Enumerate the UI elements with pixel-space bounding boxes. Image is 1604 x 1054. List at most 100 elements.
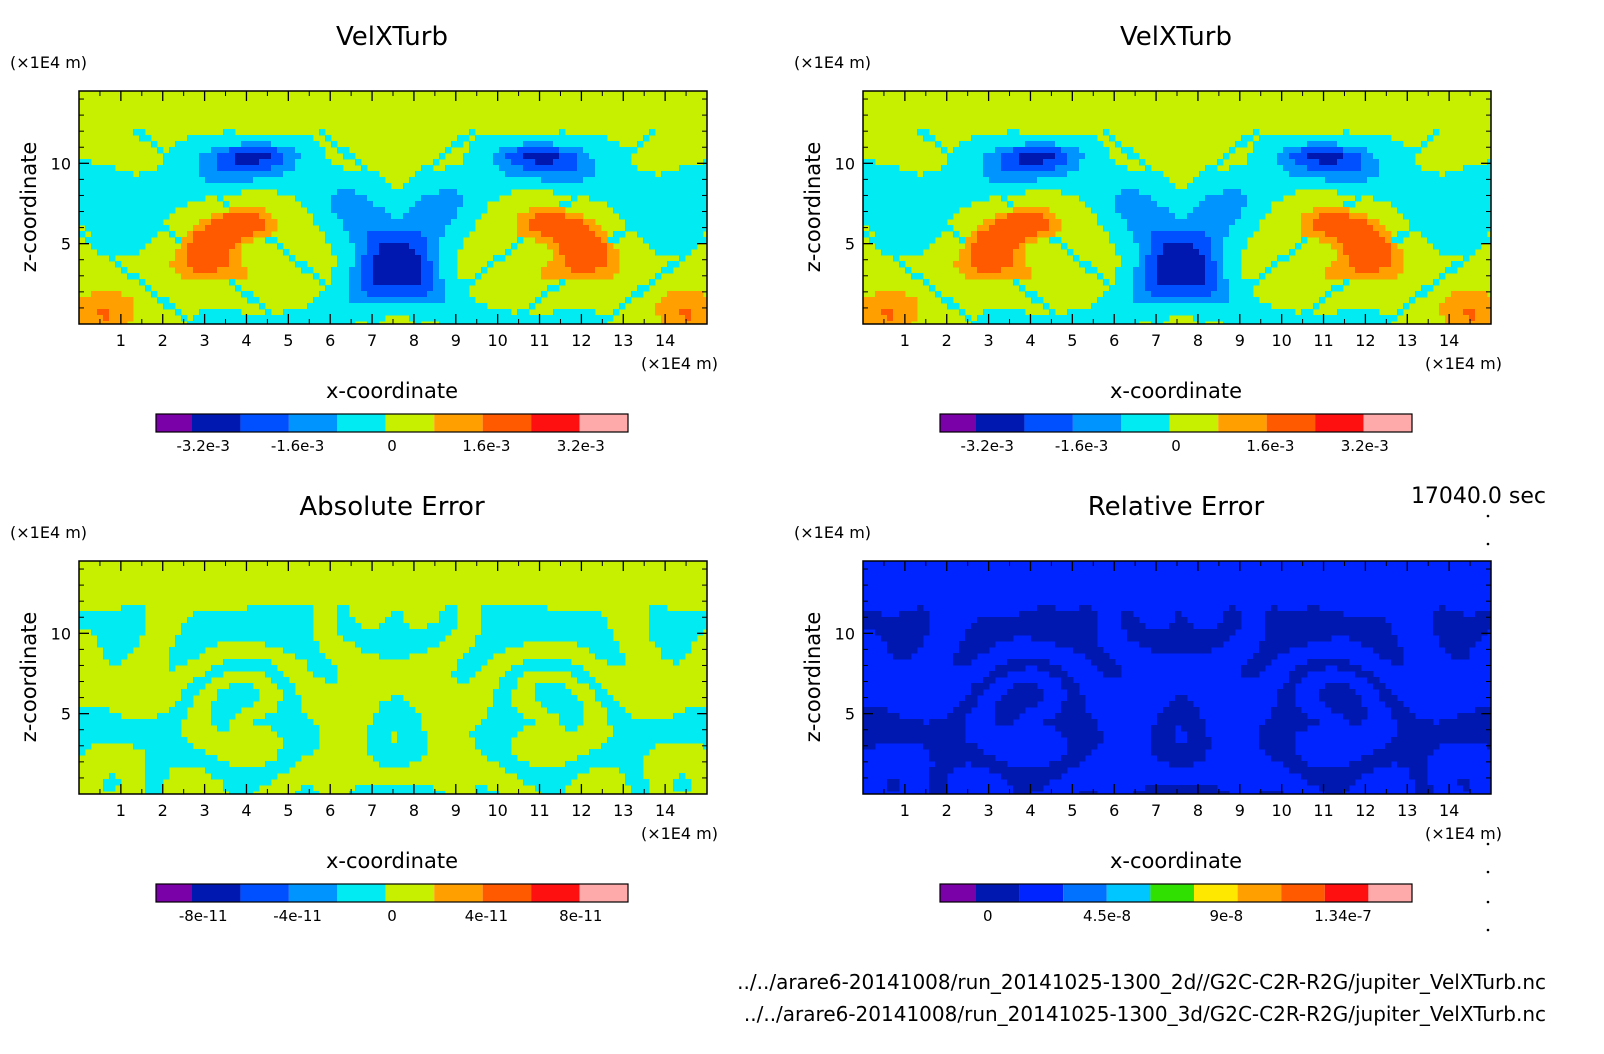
field-cell [1259,171,1266,178]
chart-title: VelXTurb [336,22,448,52]
field-cell [1313,225,1320,232]
field-cell [343,291,350,298]
field-cell [421,297,428,304]
field-cell [1133,273,1140,280]
field-cell [193,255,200,262]
field-cell [1487,177,1491,184]
field-cell [571,225,578,232]
field-cell [679,219,686,226]
x-tick-label: 3 [984,331,994,350]
field-cell [415,267,422,274]
field-cell [655,629,662,636]
field-cell [1199,219,1206,226]
field-cell [1223,267,1230,274]
field-cell [1451,189,1458,196]
field-cell [289,183,296,190]
field-cell [1241,219,1248,226]
field-cell [1001,159,1008,166]
field-cell [863,321,870,324]
field-cell [625,201,632,208]
field-cell [893,291,900,298]
field-cell [869,321,876,324]
field-cell [451,207,458,214]
field-cell [229,207,236,214]
field-cell [421,189,428,196]
field-cell [1115,189,1122,196]
field-cell [295,189,302,196]
field-cell [109,201,116,208]
field-cell [1121,285,1128,292]
field-cell [995,219,1002,226]
x-tick-label: 2 [158,331,168,350]
field-cell [145,231,152,238]
field-cell [947,183,954,190]
field-cell [307,195,314,202]
field-cell [511,153,518,160]
field-cell [493,321,500,324]
field-cell [1007,189,1014,196]
field-cell [1415,201,1422,208]
field-cell [331,207,338,214]
field-cell [589,135,596,142]
field-cell [241,171,248,178]
field-cell [1301,237,1308,244]
field-cell [253,207,260,214]
field-cell [349,629,356,636]
field-cell [1115,273,1122,280]
field-cell [1013,273,1020,280]
field-cell [277,153,284,160]
field-cell [229,135,236,142]
field-cell [1469,207,1476,214]
field-cell [151,213,158,220]
field-cell [643,171,650,178]
field-cell [373,201,380,208]
field-cell [1331,261,1338,268]
field-cell [1007,129,1014,136]
field-cell [343,201,350,208]
field-cell [541,213,548,220]
field-cell [1295,159,1302,166]
field-cell [385,273,392,280]
field-cell [499,635,506,642]
field-cell [361,273,368,280]
field-cell [685,171,692,178]
field-cell [1487,213,1491,220]
field-cell [595,195,602,202]
field-cell [1151,243,1158,250]
field-cell [121,183,128,190]
field-cell [187,189,194,196]
field-cell [235,147,242,154]
field-cell [1199,321,1206,324]
field-cell [1355,147,1362,154]
field-cell [253,629,260,636]
field-cell [1241,177,1248,184]
field-cell [1319,213,1326,220]
field-cell [673,611,680,618]
field-cell [1145,237,1152,244]
field-cell [295,153,302,160]
field-cell [649,611,656,618]
field-cell [1163,207,1170,214]
field-cell [553,315,560,322]
field-cell [1091,195,1098,202]
field-cell [1139,201,1146,208]
field-cell [445,195,452,202]
field-cell [571,219,578,226]
field-cell [337,605,344,612]
field-cell [265,309,272,316]
field-cell [169,207,176,214]
field-cell [301,321,308,324]
field-cell [1025,171,1032,178]
field-cell [559,309,566,316]
field-cell [517,641,524,648]
field-cell [91,225,98,232]
field-cell [989,165,996,172]
field-cell [625,153,632,160]
field-cell [247,177,254,184]
field-cell [517,321,524,324]
field-cell [1223,177,1230,184]
field-cell [1271,321,1278,324]
field-cell [1217,225,1224,232]
field-cell [1373,273,1380,280]
field-cell [977,183,984,190]
